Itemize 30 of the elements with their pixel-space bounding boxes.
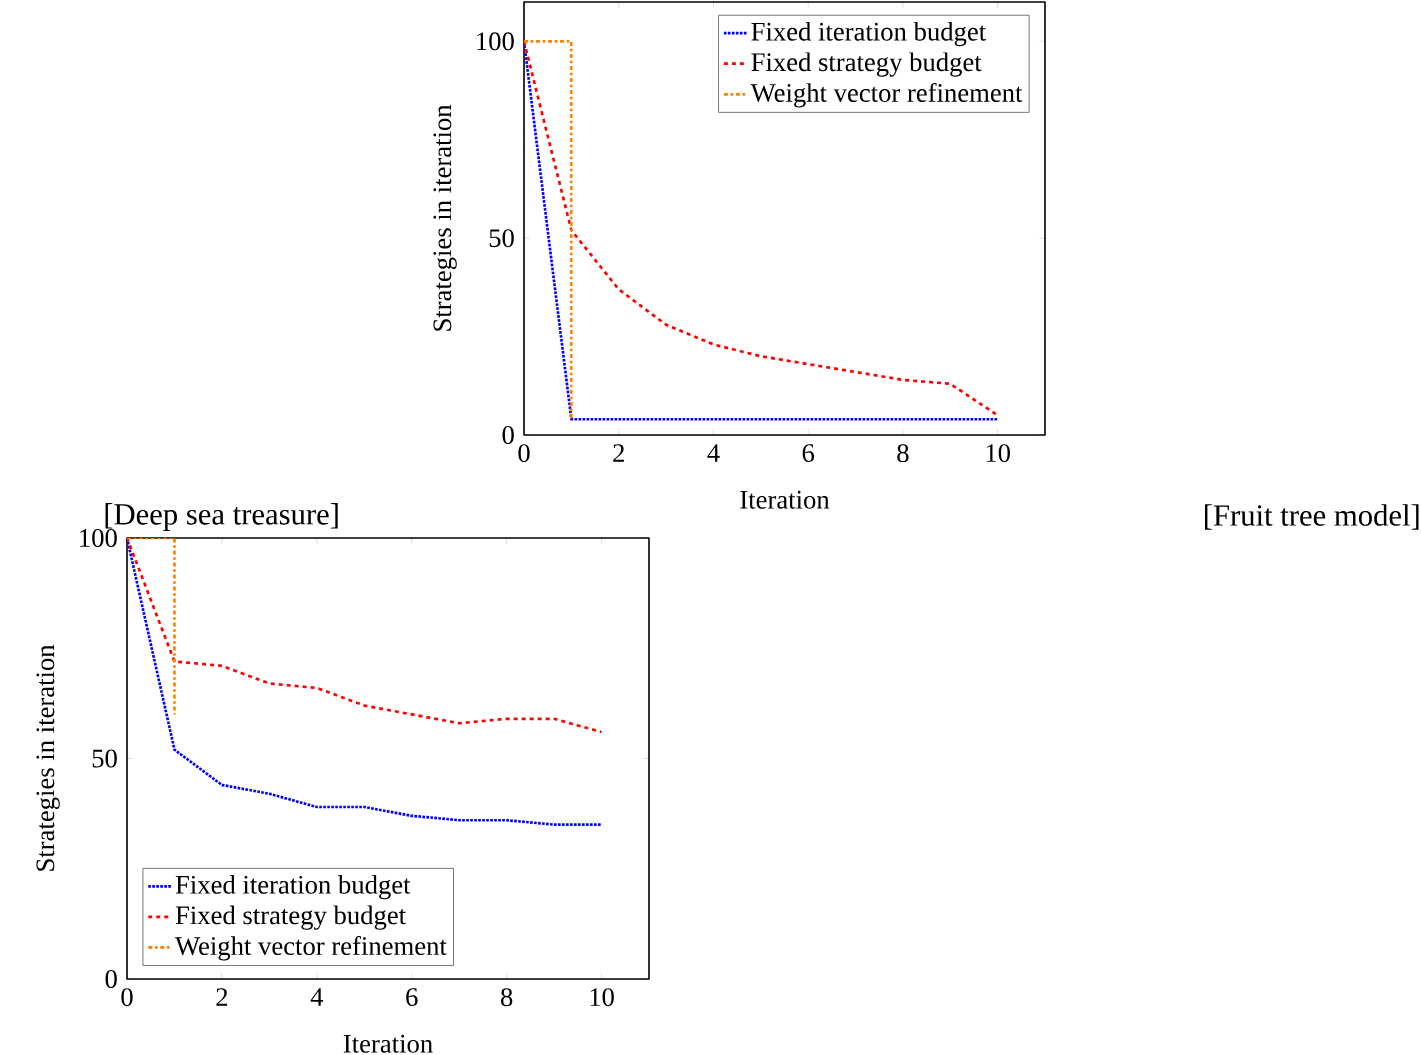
y-tick-label: 50 <box>489 229 514 248</box>
legend-label: Weight vector refinement <box>175 936 447 961</box>
x-axis-title: Iteration <box>343 1034 433 1053</box>
y-tick-label: 100 <box>80 528 117 547</box>
x-tick-label: 8 <box>501 988 513 1007</box>
x-tick-label: 6 <box>802 444 815 463</box>
legend-label: Weight vector refinement <box>750 82 1023 108</box>
y-tick-label: 0 <box>502 425 514 444</box>
x-tick-label: 2 <box>216 988 228 1006</box>
x-tick-label: 10 <box>986 444 1010 463</box>
legend-label: Fixed iteration budget <box>175 875 411 900</box>
legend-label: Fixed strategy budget <box>175 905 406 930</box>
y-tick-label: 50 <box>92 749 117 768</box>
text: [Deep sea treasure] <box>105 503 338 531</box>
x-tick-label: 0 <box>518 444 530 463</box>
x-axis-title: Iteration <box>740 490 830 509</box>
x-tick-label: 4 <box>707 444 720 462</box>
legend-label: Fixed iteration budget <box>751 21 986 47</box>
y-tick-label: 100 <box>477 32 514 51</box>
x-tick-label: 4 <box>310 988 324 1006</box>
y-axis-title: Strategies in iteration <box>36 644 60 871</box>
y-tick-label: 0 <box>105 969 117 988</box>
x-tick-label: 10 <box>590 988 614 1007</box>
x-tick-label: 2 <box>613 444 624 462</box>
x-tick-label: 8 <box>897 444 909 463</box>
x-tick-label: 0 <box>121 988 133 1007</box>
legend-label: Fixed strategy budget <box>751 52 982 77</box>
y-axis-title: Strategies in iteration <box>433 104 457 331</box>
text: [Fruit tree model] <box>1205 504 1419 530</box>
x-tick-label: 6 <box>406 988 418 1007</box>
